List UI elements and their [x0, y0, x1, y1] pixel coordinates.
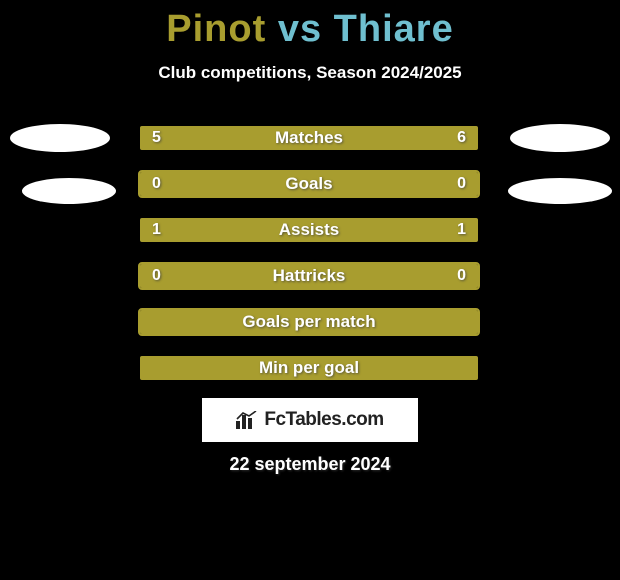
stat-label: Min per goal: [140, 356, 478, 380]
player2-avatar-placeholder-2: [508, 178, 612, 204]
stat-value-right: 6: [457, 126, 466, 150]
player2-name: Thiare: [334, 8, 454, 50]
stat-value-right: 0: [457, 264, 466, 288]
stat-label: Assists: [140, 218, 478, 242]
stat-value-right: 1: [457, 218, 466, 242]
stat-row-assists: Assists1 1: [138, 216, 480, 244]
stat-value-left: 5: [152, 126, 161, 150]
stat-row-hattricks: Hattricks0 0: [138, 262, 480, 290]
player2-avatar-placeholder-1: [510, 124, 610, 152]
player1-name: Pinot: [166, 8, 266, 50]
stat-label: Matches: [140, 126, 478, 150]
stat-value-right: 0: [457, 172, 466, 196]
source-logo-box: FcTables.com: [202, 398, 418, 442]
stat-row-matches: Matches5 6: [138, 124, 480, 152]
stat-value-left: 0: [152, 172, 161, 196]
stat-row-goals: Goals0 0: [138, 170, 480, 198]
vs-separator: vs: [278, 8, 322, 50]
stat-label: Goals: [140, 172, 478, 196]
stat-row-min-per-goal: Min per goal: [138, 354, 480, 382]
stat-label: Goals per match: [140, 310, 478, 334]
stat-value-left: 0: [152, 264, 161, 288]
stat-label: Hattricks: [140, 264, 478, 288]
logo-text: FcTables.com: [264, 409, 383, 431]
player1-avatar-placeholder-2: [22, 178, 116, 204]
player1-avatar-placeholder-1: [10, 124, 110, 152]
stat-value-left: 1: [152, 218, 161, 242]
stats-bars-container: Matches56Goals00Assists11Hattricks00Goal…: [138, 124, 480, 400]
comparison-title: Pinot vs Thiare: [0, 0, 620, 51]
bars-icon: [236, 411, 258, 429]
snapshot-date: 22 september 2024: [0, 454, 620, 475]
stat-row-goals-per-match: Goals per match: [138, 308, 480, 336]
subtitle: Club competitions, Season 2024/2025: [0, 63, 620, 83]
